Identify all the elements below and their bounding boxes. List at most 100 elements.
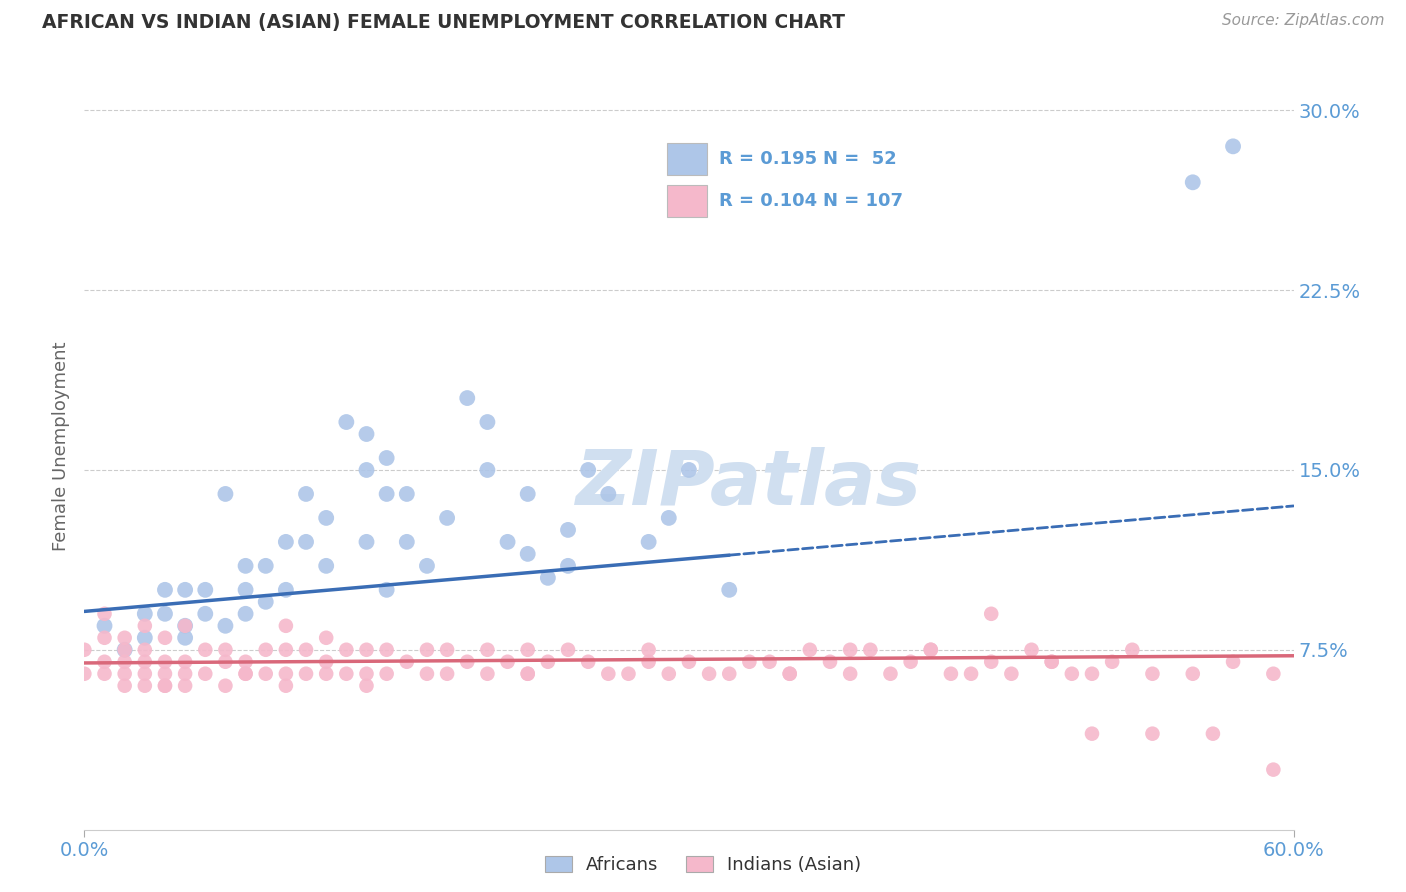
Point (315, 511, 337, 525)
Point (436, 642, 458, 657)
Point (879, 666, 901, 681)
Point (395, 535, 418, 549)
Point (235, 666, 257, 681)
Point (235, 666, 257, 681)
Point (254, 558, 277, 573)
Point (375, 642, 398, 657)
Point (818, 655, 841, 669)
Point (295, 642, 318, 657)
Point (93, 619, 115, 633)
Point (1000, 666, 1022, 681)
Point (1060, 666, 1083, 681)
Point (496, 655, 519, 669)
Point (214, 655, 236, 669)
Point (335, 415, 357, 429)
Point (416, 642, 439, 657)
Point (134, 607, 156, 621)
Point (658, 666, 681, 681)
Point (295, 487, 318, 501)
Point (73, 642, 96, 657)
Point (1263, 666, 1285, 681)
Point (295, 535, 318, 549)
Text: N =  52: N = 52 (823, 150, 897, 168)
Point (436, 666, 458, 681)
Point (274, 582, 297, 597)
Point (1222, 139, 1244, 153)
Point (194, 582, 217, 597)
Point (516, 666, 538, 681)
Point (153, 666, 176, 681)
Point (557, 558, 579, 573)
Point (174, 619, 197, 633)
Point (980, 655, 1002, 669)
Point (214, 487, 236, 501)
Point (779, 666, 801, 681)
Point (598, 666, 620, 681)
Point (557, 523, 579, 537)
Point (598, 487, 620, 501)
Point (980, 607, 1002, 621)
Point (900, 655, 922, 669)
Point (537, 655, 560, 669)
Point (153, 582, 176, 597)
Point (576, 655, 599, 669)
Point (134, 679, 156, 693)
Point (1222, 655, 1244, 669)
Point (235, 607, 257, 621)
Point (375, 487, 398, 501)
Point (114, 679, 136, 693)
Point (758, 655, 780, 669)
Point (174, 631, 197, 645)
Point (678, 655, 700, 669)
Point (315, 558, 337, 573)
Point (315, 631, 337, 645)
Point (920, 642, 942, 657)
Point (718, 582, 741, 597)
Point (153, 655, 176, 669)
Point (477, 415, 499, 429)
Point (516, 642, 538, 657)
Point (194, 642, 217, 657)
Point (1081, 726, 1104, 740)
Point (1040, 655, 1063, 669)
Point (477, 642, 499, 657)
Point (93, 666, 115, 681)
Point (637, 655, 659, 669)
Text: R = 0.104: R = 0.104 (720, 192, 817, 210)
Point (254, 595, 277, 609)
Point (114, 631, 136, 645)
Point (235, 655, 257, 669)
Point (295, 666, 318, 681)
Point (375, 666, 398, 681)
Point (658, 511, 681, 525)
Point (779, 666, 801, 681)
Point (114, 642, 136, 657)
Text: AFRICAN VS INDIAN (ASIAN) FEMALE UNEMPLOYMENT CORRELATION CHART: AFRICAN VS INDIAN (ASIAN) FEMALE UNEMPLO… (42, 13, 845, 32)
Point (375, 582, 398, 597)
Point (194, 607, 217, 621)
Point (1181, 175, 1204, 189)
Point (174, 619, 197, 633)
Point (477, 463, 499, 477)
Point (1263, 763, 1285, 777)
Point (153, 679, 176, 693)
Point (477, 666, 499, 681)
Point (395, 487, 418, 501)
Point (456, 655, 478, 669)
Point (1202, 726, 1225, 740)
Point (356, 535, 378, 549)
Point (114, 666, 136, 681)
Point (356, 427, 378, 442)
Point (516, 487, 538, 501)
Point (235, 582, 257, 597)
Point (576, 463, 599, 477)
Point (93, 607, 115, 621)
Point (839, 642, 862, 657)
Point (920, 642, 942, 657)
Point (93, 655, 115, 669)
Point (496, 535, 519, 549)
Point (174, 679, 197, 693)
Point (274, 642, 297, 657)
Point (214, 619, 236, 633)
Point (1101, 655, 1123, 669)
